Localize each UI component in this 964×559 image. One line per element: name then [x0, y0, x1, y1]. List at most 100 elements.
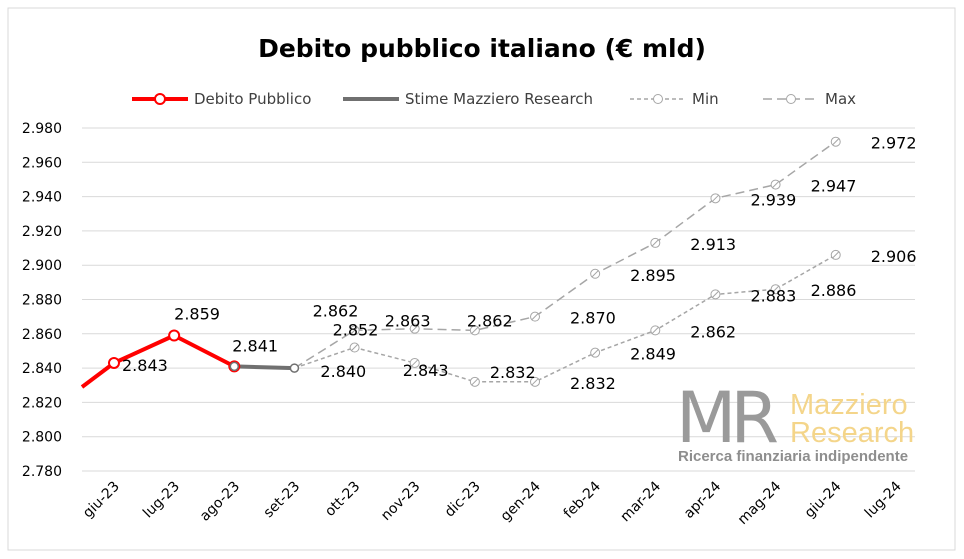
data-label: 2.859	[174, 305, 220, 324]
data-point-slash	[531, 378, 539, 386]
legend-label: Debito Pubblico	[194, 90, 311, 108]
legend-label: Max	[825, 90, 856, 108]
data-point	[469, 376, 480, 387]
data-point-slash	[772, 285, 779, 293]
series-markers	[108, 136, 841, 387]
data-point	[349, 325, 360, 336]
data-point-slash	[591, 270, 599, 278]
data-point-slash	[712, 194, 719, 202]
legend-label: Stime Mazziero Research	[405, 90, 593, 108]
data-label: 2.841	[232, 336, 278, 355]
data-point-slash	[471, 378, 479, 386]
data-point	[409, 323, 420, 334]
legend-item: Max	[763, 90, 856, 108]
data-point-slash	[651, 239, 659, 247]
data-label: 2.947	[811, 177, 857, 196]
data-label: 2.843	[122, 356, 168, 375]
data-label: 2.870	[570, 309, 616, 328]
data-point-slash	[351, 344, 358, 351]
data-label: 2.895	[630, 266, 676, 285]
data-point	[590, 347, 601, 358]
y-tick-label: 2.920	[22, 224, 62, 240]
y-tick-label: 2.980	[22, 121, 62, 137]
y-tick-label: 2.840	[22, 361, 62, 377]
gridlines	[82, 127, 915, 472]
data-point	[530, 311, 541, 322]
data-point	[168, 329, 181, 342]
series-line-stime-mazziero-research	[234, 364, 295, 371]
data-point-slash	[471, 327, 479, 334]
data-label: 2.852	[333, 321, 379, 340]
data-label: 2.840	[320, 362, 366, 381]
data-point-slash	[832, 251, 840, 259]
series-line-debito-pubblico	[80, 333, 236, 389]
data-label: 2.972	[871, 134, 917, 153]
legend-marker	[154, 93, 166, 105]
data-point-slash	[591, 349, 599, 357]
data-label: 2.862	[467, 311, 513, 330]
data-point-slash	[411, 359, 419, 367]
series-line-max	[294, 141, 837, 369]
data-point	[770, 284, 781, 295]
legend-marker	[786, 94, 796, 104]
data-point	[530, 376, 541, 387]
watermark-name-line2: Research	[790, 417, 914, 449]
data-point	[108, 356, 120, 369]
y-tick-label: 2.880	[22, 293, 62, 309]
watermark-logo: MR	[676, 377, 777, 459]
data-point-slash	[832, 138, 840, 146]
data-point-slash	[531, 313, 539, 321]
data-point-slash	[772, 181, 779, 188]
data-point	[349, 342, 360, 353]
data-label: 2.832	[490, 363, 536, 382]
data-point-slash	[712, 291, 719, 298]
legend-item: Min	[630, 90, 719, 108]
data-label: 2.832	[570, 374, 616, 393]
chart-title: Debito pubblico italiano (€ mld)	[258, 34, 706, 63]
y-axis: 2.780 2.800 2.820 2.840 2.860 2.880 2.900 2.920…	[22, 121, 62, 480]
watermark-name-line1: Mazziero	[790, 389, 908, 421]
y-tick-label: 2.960	[22, 155, 62, 171]
data-point	[650, 237, 661, 248]
data-point-slash	[651, 327, 659, 334]
y-tick-label: 2.780	[22, 464, 62, 480]
data-point	[409, 357, 420, 368]
data-label: 2.843	[403, 361, 449, 380]
y-tick-label: 2.800	[22, 430, 62, 446]
series-lines	[80, 141, 837, 389]
data-point	[650, 325, 661, 336]
series-line-min	[294, 254, 837, 383]
data-label: 2.886	[811, 281, 857, 300]
data-point	[229, 361, 240, 372]
y-tick-label: 2.820	[22, 395, 62, 411]
data-label: 2.883	[750, 286, 796, 305]
data-point	[770, 179, 781, 190]
y-tick-label: 2.940	[22, 190, 62, 206]
legend-item: Stime Mazziero Research	[343, 90, 593, 108]
data-point-slash	[411, 325, 419, 333]
data-label: 2.849	[630, 345, 676, 364]
data-point	[469, 325, 480, 336]
data-label: 2.906	[871, 247, 917, 266]
data-label: 2.939	[750, 190, 796, 209]
data-point-slash	[351, 327, 358, 334]
data-label: 2.863	[385, 312, 431, 331]
data-label: 2.862	[690, 322, 736, 341]
data-point	[710, 193, 721, 204]
watermark-tagline: Ricerca finanziaria indipendente	[678, 448, 908, 465]
y-tick-label: 2.860	[22, 327, 62, 343]
data-point	[289, 363, 300, 373]
legend: Debito Pubblico Stime Mazziero Research Mi…	[132, 90, 856, 108]
data-label: 2.862	[313, 301, 359, 320]
data-point	[830, 136, 841, 147]
legend-item: Debito Pubblico	[132, 90, 311, 108]
mazziero-research-watermark: MR Mazziero Research Ricerca finanziaria…	[676, 377, 914, 465]
data-labels: 2.843 2.859 2.841 2.840 2.852 2.843 2.832 2.832…	[122, 134, 917, 393]
data-point	[830, 249, 841, 260]
y-tick-label: 2.900	[22, 258, 62, 274]
data-point	[590, 268, 601, 279]
data-label: 2.913	[690, 235, 736, 254]
legend-marker	[653, 94, 663, 104]
